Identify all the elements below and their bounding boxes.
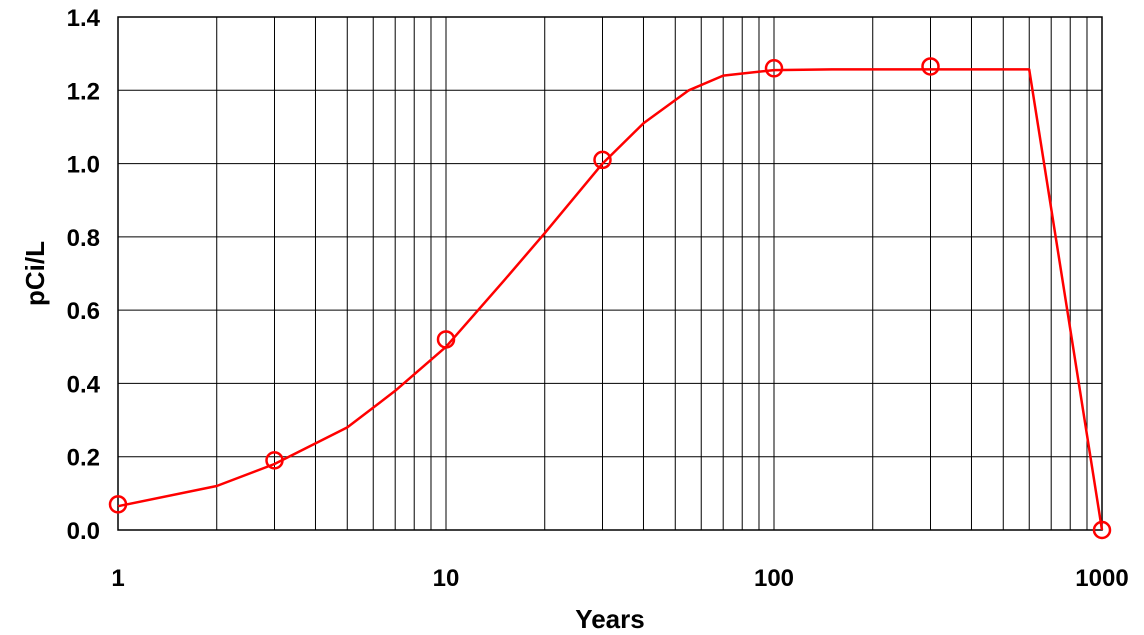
data-point: [265, 451, 284, 470]
y-tick-label: 0.6: [67, 298, 100, 325]
y-axis-title: pCi/L: [20, 241, 50, 306]
tick-labels: 1 10 100 1000 0.0 0.2 0.4 0.6 0.8 1.0 1.2 1.4: [67, 5, 1129, 592]
y-tick-label: 0.4: [67, 371, 101, 398]
x-tick-label: 100: [754, 565, 794, 592]
data-point: [436, 330, 456, 349]
grid: [117, 16, 1102, 531]
x-tick-label: 10: [433, 565, 460, 592]
y-tick-label: 1.4: [67, 5, 101, 32]
x-tick-label: 1: [111, 565, 124, 592]
plot-frame: [117, 16, 1103, 531]
data-point: [108, 495, 128, 514]
y-tick-label: 1.0: [67, 152, 100, 179]
data-point: [1092, 520, 1112, 540]
y-tick-label: 0.8: [67, 225, 100, 252]
series: [108, 57, 1112, 540]
y-tick-label: 1.2: [67, 78, 100, 105]
series-line: [117, 68, 1104, 531]
y-tick-label: 0.0: [67, 518, 100, 545]
data-point: [764, 59, 784, 78]
data-point: [921, 57, 940, 76]
x-tick-label: 1000: [1075, 565, 1128, 592]
data-point: [593, 150, 612, 170]
x-axis-title: Years: [575, 604, 644, 634]
y-tick-label: 0.2: [67, 445, 100, 472]
